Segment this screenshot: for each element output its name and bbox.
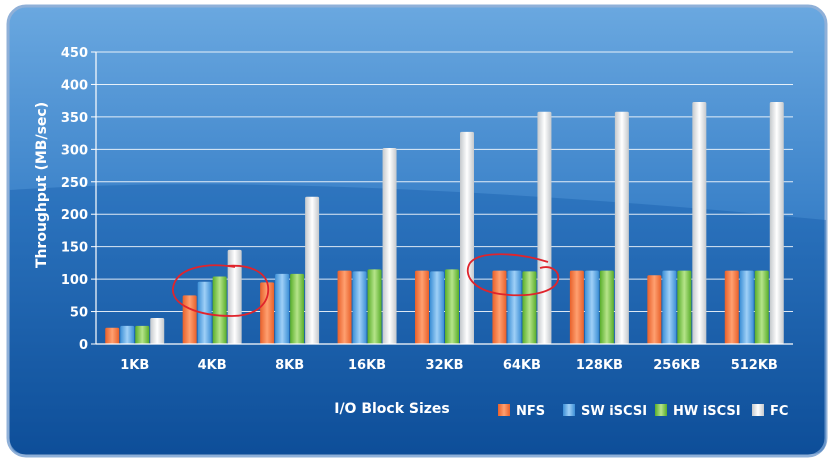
annotation-circle-64kb (466, 253, 560, 297)
bar-nfs-4kb (182, 295, 197, 344)
legend: NFS SW iSCSI HW iSCSI FC (498, 404, 788, 419)
legend-label: SW iSCSI (581, 404, 647, 419)
bar-sw-iscsi-64kb (507, 270, 522, 344)
x-tick-label: 4KB (198, 358, 227, 373)
bar-fc-8kb (305, 196, 320, 344)
bar-hw-iscsi-512kb (754, 270, 769, 344)
bar-sw-iscsi-256kb (662, 270, 677, 344)
x-tick-label: 64KB (503, 358, 541, 373)
y-tick-label: 150 (61, 241, 88, 256)
bar-nfs-32kb (415, 270, 429, 344)
x-tick-label: 1KB (120, 358, 149, 373)
bar-hw-iscsi-64kb (522, 271, 537, 344)
bar-sw-iscsi-1kb (120, 325, 135, 344)
bar-sw-iscsi-512kb (739, 270, 754, 344)
bar-hw-iscsi-128kb (599, 270, 614, 344)
legend-label: NFS (516, 404, 545, 419)
bar-hw-iscsi-1kb (135, 325, 150, 344)
bar-hw-iscsi-4kb (212, 276, 227, 344)
legend-swatch-nfs (498, 404, 510, 416)
bar-fc-64kb (537, 111, 552, 344)
x-tick-label: 8KB (275, 358, 304, 373)
y-tick-label: 50 (70, 306, 88, 321)
bar-nfs-1kb (105, 327, 120, 344)
bar-hw-iscsi-32kb (445, 269, 459, 344)
bar-sw-iscsi-16kb (352, 271, 367, 344)
y-tick-label: 0 (79, 338, 88, 353)
y-axis: 0 50 100 150 200 250 300 350 400 450 (61, 46, 97, 353)
bar-fc-256kb (692, 101, 707, 344)
y-tick-label: 200 (61, 208, 88, 223)
y-tick-label: 300 (61, 143, 88, 158)
y-tick-label: 250 (61, 176, 88, 191)
y-tick-label: 450 (61, 46, 88, 61)
y-tick-label: 350 (61, 111, 88, 126)
y-axis-title: Throughput (MB/sec) (34, 102, 50, 268)
bar-fc-128kb (614, 111, 629, 344)
bar-hw-iscsi-16kb (367, 269, 382, 344)
bar-nfs-256kb (647, 275, 662, 344)
bar-sw-iscsi-32kb (430, 271, 444, 344)
bar-fc-512kb (769, 101, 784, 344)
legend-swatch-sw-iscsi (563, 404, 575, 416)
x-tick-label: 16KB (348, 358, 386, 373)
bar-nfs-64kb (492, 270, 507, 344)
bar-sw-iscsi-8kb (275, 273, 290, 344)
bar-nfs-16kb (337, 270, 352, 344)
x-tick-label: 256KB (653, 358, 700, 373)
y-tick-label: 400 (61, 78, 88, 93)
legend-swatch-fc (752, 404, 764, 416)
x-axis-title: I/O Block Sizes (334, 401, 450, 417)
bar-nfs-512kb (724, 270, 739, 344)
x-axis: 1KB 4KB 8KB 16KB 32KB 64KB 128KB 256KB 512KB (96, 343, 793, 373)
bar-fc-32kb (460, 131, 474, 344)
bar-nfs-8kb (260, 282, 275, 344)
x-tick-label: 128KB (576, 358, 623, 373)
bar-fc-1kb (150, 318, 165, 344)
legend-label: HW iSCSI (673, 404, 741, 419)
legend-label: FC (770, 404, 788, 419)
bar-fc-4kb (227, 249, 242, 344)
y-tick-label: 100 (61, 273, 88, 288)
x-tick-label: 32KB (425, 358, 463, 373)
bar-sw-iscsi-128kb (584, 270, 599, 344)
bar-hw-iscsi-8kb (290, 273, 305, 344)
bars-layer (105, 101, 784, 344)
annotation-circle-4kb (172, 264, 269, 317)
bar-hw-iscsi-256kb (677, 270, 692, 344)
legend-swatch-hw-iscsi (655, 404, 667, 416)
bar-nfs-128kb (569, 270, 584, 344)
x-tick-label: 512KB (731, 358, 778, 373)
bar-fc-16kb (382, 148, 397, 344)
